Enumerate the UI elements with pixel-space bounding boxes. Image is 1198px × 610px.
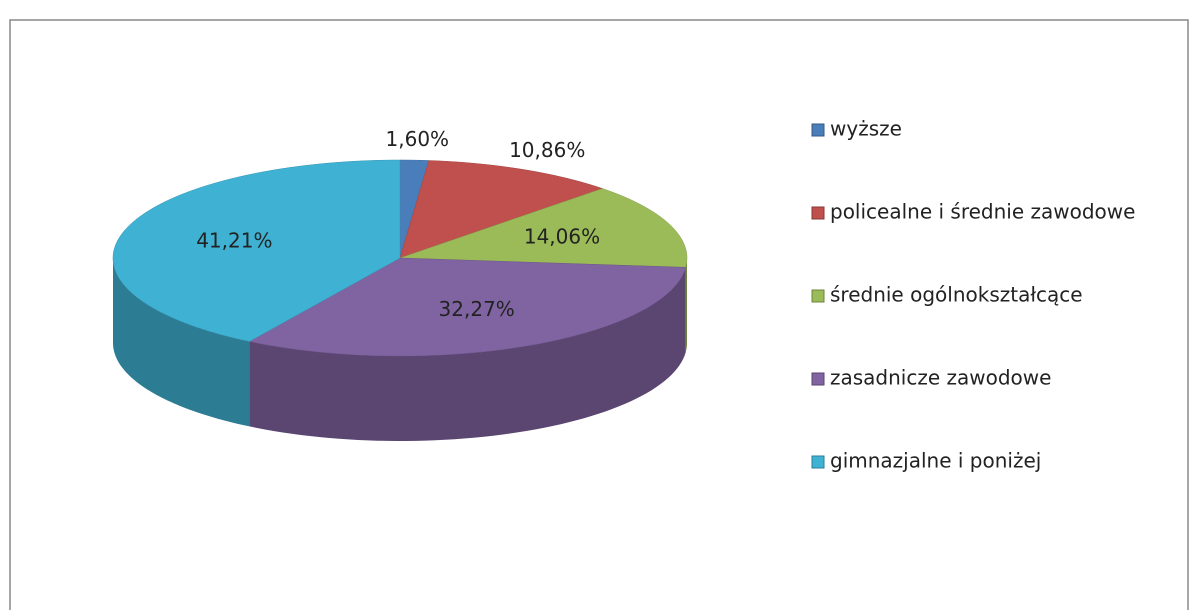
data-label: 32,27% [439, 297, 515, 321]
pie-slice [399, 160, 604, 259]
legend-label: zasadnicze zawodowe [830, 366, 1051, 390]
legend-label: gimnazjalne i poniżej [830, 449, 1041, 473]
pie-side [113, 258, 250, 427]
legend-label: wyższe [830, 117, 902, 141]
legend-swatch [811, 123, 825, 137]
data-label: 41,21% [196, 228, 272, 252]
data-label: 1,60% [386, 127, 450, 151]
pie-slice [112, 159, 401, 342]
pie-side [685, 258, 687, 353]
legend-swatch [811, 289, 825, 303]
pie-side [249, 267, 686, 441]
legend-label: policealne i średnie zawodowe [830, 200, 1135, 224]
data-label: 10,86% [509, 138, 585, 162]
legend-swatch [811, 206, 825, 220]
legend-swatch [811, 455, 825, 469]
legend-swatch [811, 372, 825, 386]
pie-slice [248, 257, 687, 357]
data-label: 14,06% [524, 225, 600, 249]
legend-label: średnie ogólnokształcące [830, 283, 1083, 307]
pie-slice [399, 188, 688, 268]
